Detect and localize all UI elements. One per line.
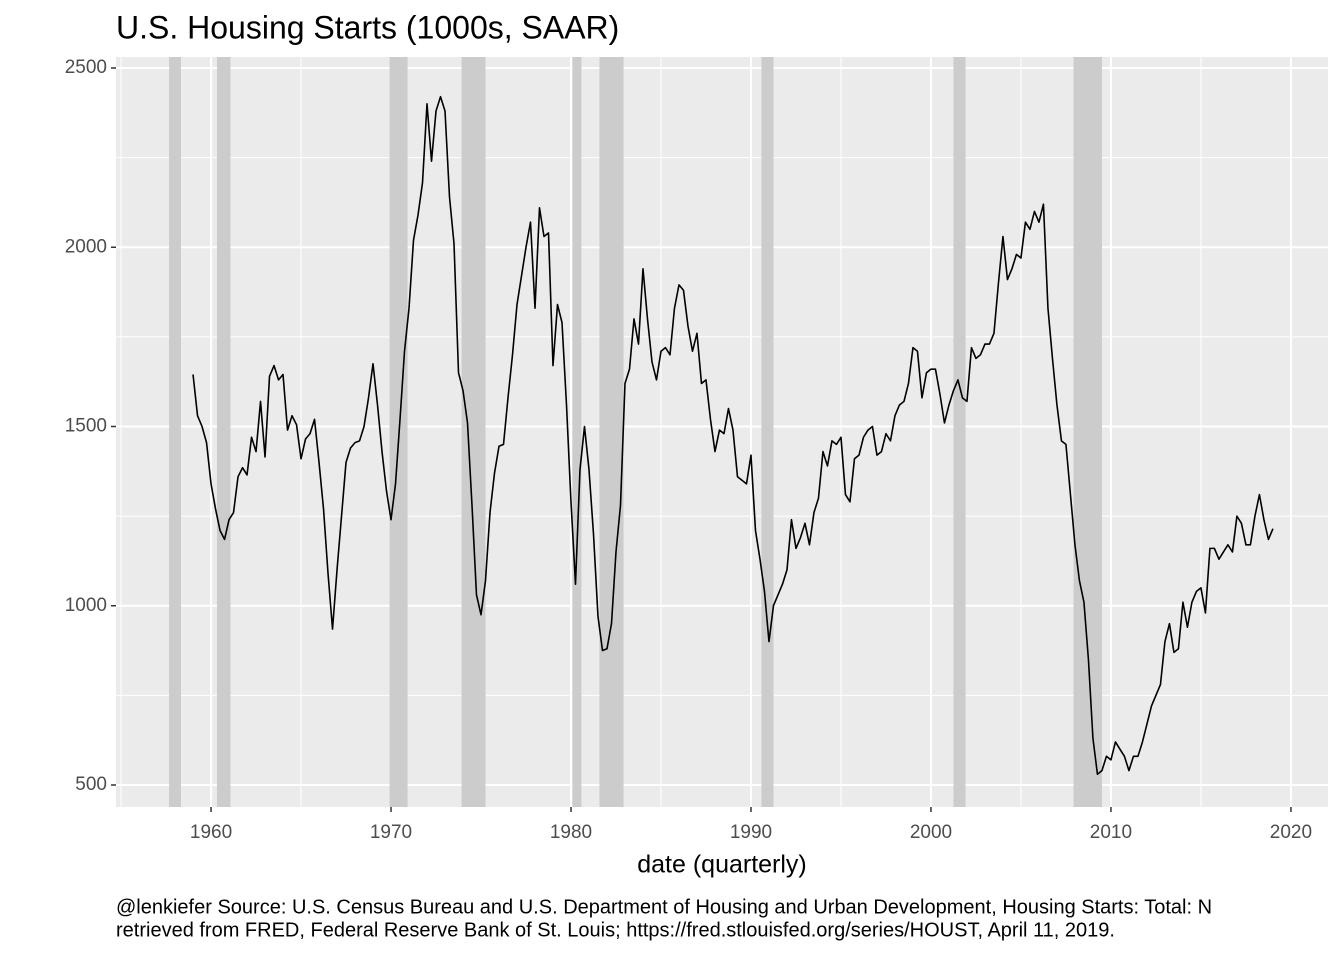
recession-band: [953, 57, 966, 807]
caption: @lenkiefer Source: U.S. Census Bureau an…: [116, 896, 1212, 918]
chart-title: U.S. Housing Starts (1000s, SAAR): [116, 9, 619, 45]
x-axis-label: date (quarterly): [637, 851, 807, 879]
x-tick-label: 2010: [1090, 822, 1132, 843]
x-tick-label: 1970: [370, 822, 412, 843]
recession-band: [216, 57, 231, 807]
recession-band: [761, 57, 774, 807]
recession-band: [599, 57, 624, 807]
data-line: [192, 95, 1274, 776]
x-tick-label: 1990: [730, 822, 772, 843]
x-tick-label: 2000: [910, 822, 952, 843]
y-tick-label: 1500: [65, 416, 107, 437]
recession-band: [169, 57, 181, 807]
recession-band: [572, 57, 582, 807]
caption: retrieved from FRED, Federal Reserve Ban…: [116, 919, 1115, 941]
recession-band: [1073, 57, 1102, 807]
recession-band: [461, 57, 486, 807]
x-tick-label: 2020: [1270, 822, 1312, 843]
x-tick-label: 1980: [550, 822, 592, 843]
y-tick-label: 2500: [65, 57, 107, 78]
y-tick-label: 500: [75, 774, 107, 795]
x-tick-label: 1960: [190, 822, 232, 843]
y-tick-label: 1000: [65, 595, 107, 616]
y-tick-label: 2000: [65, 236, 107, 257]
